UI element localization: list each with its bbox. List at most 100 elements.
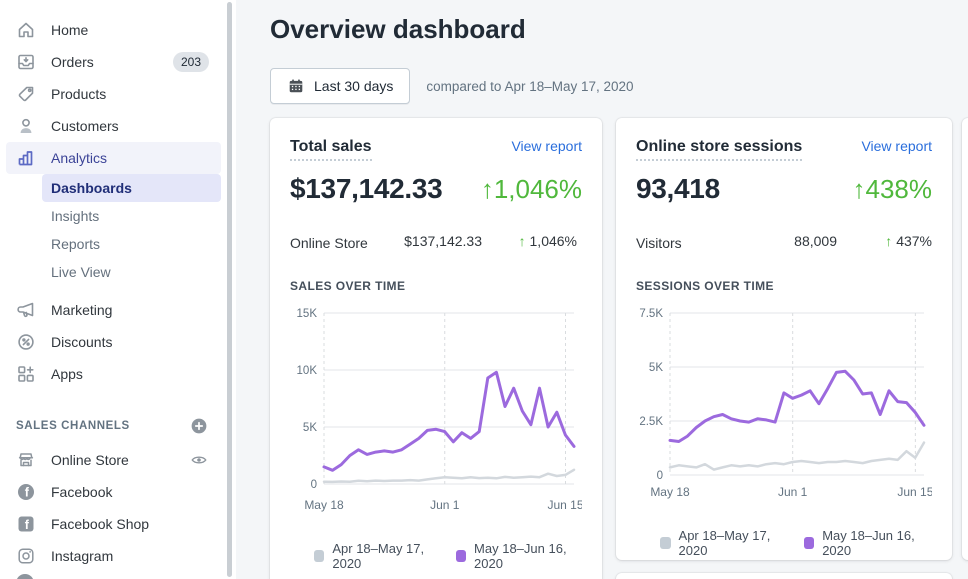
sidebar-subitem-label: Reports bbox=[51, 236, 101, 252]
legend-chip-current bbox=[803, 537, 815, 550]
view-report-link[interactable]: View report bbox=[511, 138, 582, 154]
instagram-icon bbox=[16, 546, 36, 566]
date-range-button[interactable]: Last 30 days bbox=[270, 68, 411, 104]
sidebar-scrollbar[interactable] bbox=[227, 2, 232, 577]
visitors-row: Visitors 88,009 ↑ 437% bbox=[636, 233, 932, 253]
svg-text:May 18: May 18 bbox=[304, 498, 344, 512]
metric-delta-value: 437% bbox=[896, 233, 932, 249]
sidebar-subitem-label: Live View bbox=[51, 264, 111, 280]
svg-text:2.5K: 2.5K bbox=[639, 416, 663, 428]
total-sales-value: $137,142.33 bbox=[290, 173, 443, 204]
sidebar-item-label: Facebook bbox=[51, 484, 113, 500]
megaphone-icon bbox=[16, 300, 36, 320]
date-range-label: Last 30 days bbox=[314, 78, 394, 94]
nav-divider-gap bbox=[0, 286, 236, 294]
sidebar-item-customers[interactable]: Customers bbox=[6, 110, 221, 142]
home-icon bbox=[16, 20, 36, 40]
svg-text:Jun 1: Jun 1 bbox=[778, 485, 808, 499]
chart-section-title: SALES OVER TIME bbox=[290, 279, 406, 294]
sales-channels-header: SALES CHANNELS bbox=[6, 414, 221, 438]
facebook-icon: f bbox=[16, 482, 36, 502]
legend-chip-current bbox=[455, 550, 467, 563]
comparison-text: compared to Apr 18–May 17, 2020 bbox=[426, 78, 634, 94]
metric-label: Online Store bbox=[290, 235, 368, 251]
sidebar-item-marketing[interactable]: Marketing bbox=[6, 294, 221, 326]
orders-icon bbox=[16, 52, 36, 72]
sessions-over-time-chart[interactable]: 0 2.5K 5K 7.5K May 18 Jun 1 Jun 15 bbox=[636, 299, 933, 506]
sales-over-time-chart[interactable]: 0 5K 10K 15K May 18 Jun 1 Jun 15 bbox=[290, 299, 584, 519]
svg-text:5K: 5K bbox=[649, 362, 663, 374]
sidebar-subitem-label: Insights bbox=[51, 208, 100, 224]
bar-chart-icon bbox=[16, 148, 36, 168]
svg-text:May 18: May 18 bbox=[650, 485, 690, 499]
sidebar-item-label: Instagram bbox=[51, 548, 114, 564]
svg-text:0: 0 bbox=[311, 479, 317, 491]
legend-label: May 18–Jun 16, 2020 bbox=[822, 528, 915, 559]
sidebar-item-discounts[interactable]: Discounts bbox=[6, 326, 221, 358]
legend-item-previous: Apr 18–May 17, 2020 bbox=[660, 528, 788, 558]
channel-breakdown-row: Online Store $137,142.33 ↑ 1,046% bbox=[290, 233, 582, 253]
metric-delta: ↑ 437% bbox=[837, 233, 932, 249]
legend-item-previous: Apr 18–May 17, 2020 bbox=[314, 541, 440, 571]
card-header: Online store sessions View report bbox=[636, 138, 932, 161]
svg-text:15K: 15K bbox=[297, 308, 318, 320]
discount-icon bbox=[16, 332, 36, 352]
eye-icon[interactable] bbox=[189, 450, 209, 470]
svg-text:f: f bbox=[25, 518, 30, 532]
sidebar-item-products[interactable]: Products bbox=[6, 78, 221, 110]
sidebar-item-home[interactable]: Home bbox=[6, 14, 221, 46]
svg-text:Jun 1: Jun 1 bbox=[430, 498, 460, 512]
sidebar-item-label: Marketing bbox=[51, 302, 113, 318]
add-sales-channel-button[interactable] bbox=[189, 416, 209, 436]
up-arrow-icon: ↑ bbox=[518, 233, 526, 249]
svg-text:f: f bbox=[25, 486, 30, 500]
legend-chip-previous bbox=[314, 550, 325, 563]
sidebar-item-label: Discounts bbox=[51, 334, 113, 350]
legend-item-current: May 18–Jun 16, 2020 bbox=[455, 541, 582, 572]
legend-label: Apr 18–May 17, 2020 bbox=[678, 528, 771, 559]
sidebar-item-label: Online Store bbox=[51, 452, 129, 468]
svg-text:0: 0 bbox=[657, 470, 663, 482]
sidebar-item-instagram[interactable]: Instagram bbox=[6, 540, 221, 572]
sidebar-item-facebook-shop[interactable]: f Facebook Shop bbox=[6, 508, 221, 540]
sidebar-subitem-reports[interactable]: Reports bbox=[42, 230, 221, 258]
apps-grid-icon bbox=[16, 364, 36, 384]
legend-chip-previous bbox=[660, 537, 671, 550]
sidebar-item-orders[interactable]: Orders 203 bbox=[6, 46, 221, 78]
sidebar-item-label: Facebook Shop bbox=[51, 516, 150, 532]
sidebar-subitem-label: Dashboards bbox=[51, 180, 132, 196]
sidebar-item-apps[interactable]: Apps bbox=[6, 358, 221, 390]
headline-metric: $137,142.33 ↑1,046% bbox=[290, 173, 582, 207]
svg-text:5K: 5K bbox=[303, 422, 317, 434]
sidebar-item-online-store[interactable]: Online Store bbox=[6, 444, 221, 476]
view-report-link[interactable]: View report bbox=[861, 138, 932, 154]
sidebar-subitem-insights[interactable]: Insights bbox=[42, 202, 221, 230]
sidebar-item-analytics[interactable]: Analytics bbox=[6, 142, 221, 174]
headline-metric: 93,418 ↑438% bbox=[636, 173, 932, 207]
sidebar-item-label: Products bbox=[51, 86, 107, 102]
svg-text:Jun 15: Jun 15 bbox=[547, 498, 582, 512]
sessions-value: 93,418 bbox=[636, 173, 720, 204]
storefront-icon bbox=[16, 450, 36, 470]
sessions-delta: ↑438% bbox=[852, 174, 933, 204]
sidebar-item-facebook[interactable]: f Facebook bbox=[6, 476, 221, 508]
metric-label: Visitors bbox=[636, 235, 682, 251]
sidebar-item-label: Analytics bbox=[51, 150, 108, 166]
facebook-shop-icon: f bbox=[16, 514, 36, 534]
sidebar-subitem-dashboards[interactable]: Dashboards bbox=[42, 174, 221, 202]
total-sales-delta: ↑1,046% bbox=[480, 174, 582, 204]
metric-delta-value: 1,046% bbox=[529, 233, 577, 249]
chart-section-title: SESSIONS OVER TIME bbox=[636, 279, 774, 294]
sidebar-item-label: Home bbox=[51, 22, 89, 38]
card-header: Total sales View report bbox=[290, 138, 582, 161]
online-store-sessions-card: Online store sessions View report 93,418… bbox=[616, 118, 952, 560]
orders-count-badge: 203 bbox=[172, 52, 209, 72]
legend-label: Apr 18–May 17, 2020 bbox=[332, 541, 425, 572]
person-icon bbox=[16, 116, 36, 136]
legend-label: May 18–Jun 16, 2020 bbox=[474, 541, 567, 572]
sidebar-subitem-live-view[interactable]: Live View bbox=[42, 258, 221, 286]
metric-value: $137,142.33 bbox=[404, 233, 482, 249]
up-arrow-icon: ↑ bbox=[885, 233, 893, 249]
sidebar-item-label: Orders bbox=[51, 54, 94, 70]
svg-text:Jun 15: Jun 15 bbox=[897, 485, 932, 499]
